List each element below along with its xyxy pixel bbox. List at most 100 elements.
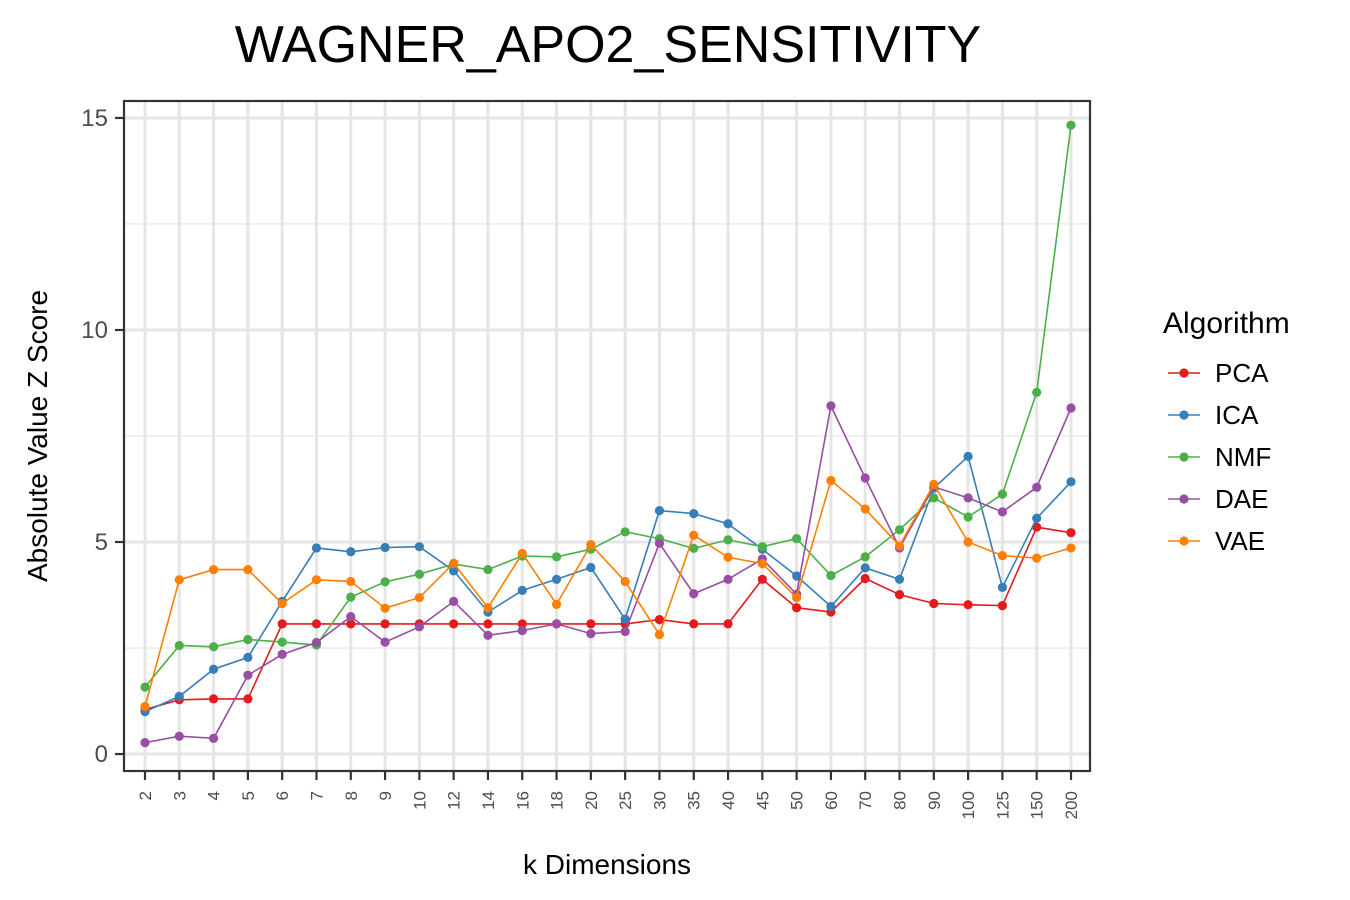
data-point xyxy=(449,566,459,576)
legend-item-dae: DAE xyxy=(1168,484,1268,514)
data-point xyxy=(551,574,562,584)
data-point xyxy=(1066,528,1076,538)
data-point xyxy=(723,519,733,529)
data-point xyxy=(826,601,836,612)
data-point xyxy=(243,670,253,680)
data-point xyxy=(277,598,287,609)
data-point xyxy=(689,619,699,629)
data-point xyxy=(792,603,802,613)
data-point xyxy=(174,640,184,651)
data-point xyxy=(620,614,630,624)
x-tick-label: 200 xyxy=(1062,791,1081,819)
data-point xyxy=(860,552,870,562)
data-point xyxy=(620,626,630,637)
data-point xyxy=(963,493,973,503)
x-tick-label: 35 xyxy=(685,791,704,810)
data-point xyxy=(380,542,390,553)
data-point xyxy=(689,509,699,519)
chart-title: WAGNER_APO2_SENSITIVITY xyxy=(235,16,981,74)
data-point xyxy=(243,694,253,704)
data-point xyxy=(243,634,253,645)
data-point xyxy=(997,507,1008,517)
data-point xyxy=(723,552,733,562)
legend-key-point xyxy=(1179,410,1189,420)
x-tick-label: 10 xyxy=(410,791,429,810)
legend-key-point xyxy=(1179,452,1189,462)
data-point xyxy=(449,619,459,629)
data-point xyxy=(1066,403,1076,413)
data-point xyxy=(277,619,287,629)
data-point xyxy=(654,538,665,548)
data-point xyxy=(483,603,493,613)
data-point xyxy=(174,731,184,741)
data-point xyxy=(586,619,596,629)
data-point xyxy=(654,629,665,640)
data-point xyxy=(449,596,459,606)
legend-label: PCA xyxy=(1215,358,1269,388)
data-point xyxy=(757,559,767,569)
x-tick-label: 5 xyxy=(239,791,258,800)
series-ica xyxy=(140,451,1076,717)
data-point xyxy=(586,629,596,639)
x-tick-label: 30 xyxy=(650,791,669,810)
data-point xyxy=(551,619,562,629)
plot-panel-border xyxy=(122,99,1092,773)
data-point xyxy=(860,563,870,573)
data-point xyxy=(208,733,219,743)
x-tick-label: 3 xyxy=(170,791,189,800)
data-point xyxy=(414,569,424,579)
data-point xyxy=(311,619,322,629)
x-tick-label: 150 xyxy=(1028,791,1047,819)
series-line xyxy=(144,403,1072,744)
data-point xyxy=(483,630,493,640)
data-point xyxy=(517,548,527,559)
data-point xyxy=(997,489,1008,499)
data-point xyxy=(963,512,973,522)
legend-label: DAE xyxy=(1215,484,1268,514)
x-tick-label: 20 xyxy=(582,791,601,810)
data-point xyxy=(586,539,596,550)
data-point xyxy=(414,592,424,603)
data-point xyxy=(346,576,356,587)
x-tick-label: 18 xyxy=(548,791,567,810)
x-tick-label: 6 xyxy=(273,791,292,800)
x-tick-label: 4 xyxy=(205,791,224,800)
data-point xyxy=(140,682,150,692)
legend-label: VAE xyxy=(1215,526,1265,556)
data-point xyxy=(483,564,493,575)
series-line xyxy=(144,454,1072,713)
legend-key-point xyxy=(1179,536,1189,546)
x-tick-label: 8 xyxy=(342,791,361,800)
data-point xyxy=(654,506,665,516)
data-point xyxy=(414,542,424,552)
series-vae xyxy=(140,475,1076,712)
data-point xyxy=(517,626,527,636)
data-point xyxy=(894,525,905,535)
series-line xyxy=(144,479,1072,707)
data-point xyxy=(757,574,767,584)
plot-grid xyxy=(124,101,1090,771)
data-point xyxy=(208,564,219,575)
x-tick-label: 80 xyxy=(891,791,910,810)
data-point xyxy=(723,619,733,629)
data-point xyxy=(894,574,905,584)
data-point xyxy=(894,589,905,600)
data-point xyxy=(929,598,939,609)
x-tick-label: 16 xyxy=(513,791,532,810)
data-point xyxy=(174,575,184,585)
legend-label: ICA xyxy=(1215,400,1259,430)
x-tick-label: 2 xyxy=(136,791,155,800)
legend-item-nmf: NMF xyxy=(1168,442,1271,472)
data-point xyxy=(140,737,150,748)
data-point xyxy=(277,649,287,659)
data-point xyxy=(757,542,767,552)
data-point xyxy=(963,600,973,610)
legend-title: Algorithm xyxy=(1163,307,1290,340)
x-tick-label: 60 xyxy=(822,791,841,810)
data-point xyxy=(208,694,219,704)
data-point xyxy=(449,558,459,568)
data-point xyxy=(346,547,356,557)
x-tick-label: 9 xyxy=(376,791,395,800)
legend-key-point xyxy=(1179,494,1189,504)
